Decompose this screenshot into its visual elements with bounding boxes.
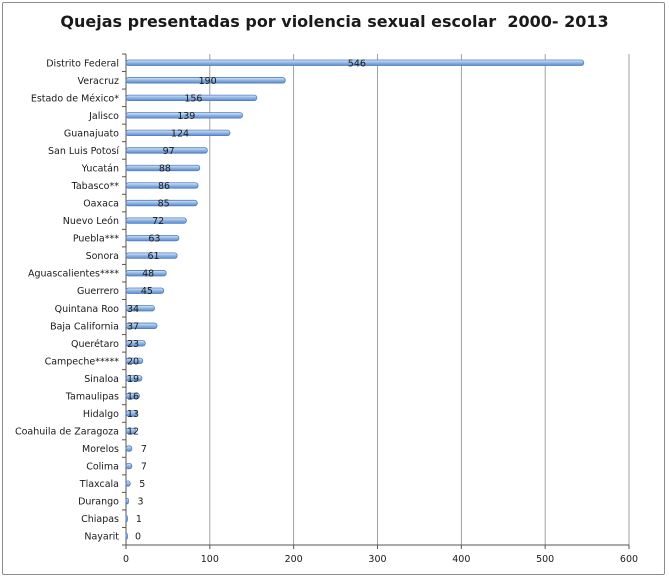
- bar: [125, 182, 199, 189]
- bar: [125, 129, 231, 137]
- category-label: Guanajuato: [64, 128, 119, 139]
- category-label: Yucatán: [81, 163, 119, 174]
- data-label: 45: [141, 286, 153, 297]
- bar: [125, 410, 138, 417]
- bar: [125, 164, 201, 172]
- data-label: 72: [152, 216, 164, 227]
- category-label: Nuevo León: [63, 216, 119, 227]
- bar: [125, 462, 133, 470]
- data-label: 7: [141, 444, 147, 455]
- data-label: 139: [177, 111, 195, 122]
- category-label: Estado de México*: [31, 93, 119, 104]
- x-tick-label: 100: [201, 554, 219, 565]
- x-tick-label: 0: [123, 554, 129, 565]
- category-label: Durango: [78, 497, 119, 508]
- bar: [125, 357, 144, 365]
- bar: [125, 533, 128, 540]
- x-tick-label: 300: [368, 554, 386, 565]
- x-tick-label: 400: [452, 554, 470, 565]
- bar: [125, 234, 180, 242]
- bar: [125, 305, 155, 312]
- data-label: 12: [127, 427, 139, 438]
- data-label: 13: [127, 409, 139, 420]
- category-label: Chiapas: [81, 514, 119, 525]
- bar: [125, 94, 258, 101]
- data-label: 190: [199, 76, 217, 87]
- bar: [125, 59, 585, 66]
- data-label: 34: [127, 304, 139, 315]
- bar: [125, 498, 129, 505]
- data-label: 86: [158, 181, 170, 192]
- category-label: Puebla***: [73, 234, 119, 245]
- data-label: 7: [141, 462, 147, 473]
- x-tick-label: 200: [285, 554, 303, 565]
- bar: [125, 375, 143, 382]
- category-label: Nayarit: [84, 532, 119, 543]
- category-label: San Luis Potosí: [48, 146, 119, 157]
- data-label: 63: [148, 234, 160, 245]
- data-label: 0: [135, 532, 141, 543]
- category-label: Hidalgo: [83, 409, 119, 420]
- category-label: Morelos: [82, 444, 119, 455]
- bar: [125, 217, 187, 224]
- data-label: 156: [184, 93, 202, 104]
- bar: [125, 340, 146, 347]
- bar: [125, 270, 167, 277]
- category-label: Tabasco**: [71, 181, 120, 192]
- category-label: Colima: [86, 462, 119, 473]
- category-label: Oaxaca: [83, 199, 119, 210]
- bar: [125, 147, 208, 154]
- bar: [125, 427, 137, 435]
- bar: [125, 252, 178, 259]
- category-label: Distrito Federal: [46, 58, 119, 69]
- x-tick-label: 600: [620, 554, 638, 565]
- data-label: 1: [136, 514, 142, 525]
- data-label: 97: [163, 146, 175, 157]
- category-label: Querétaro: [71, 339, 119, 350]
- data-label: 61: [148, 251, 160, 262]
- data-label: 124: [171, 128, 189, 139]
- category-label: Quintana Roo: [55, 304, 120, 315]
- data-label: 88: [159, 163, 171, 174]
- category-label: Baja California: [50, 321, 119, 332]
- bar: [125, 322, 158, 329]
- data-label: 5: [139, 479, 145, 490]
- bar: [125, 515, 128, 522]
- data-label: 37: [127, 321, 139, 332]
- data-label: 48: [142, 269, 154, 280]
- bar: [125, 199, 198, 207]
- data-label: 20: [127, 356, 139, 367]
- bar: [125, 112, 243, 119]
- category-label: Veracruz: [78, 76, 119, 87]
- category-label: Sinaloa: [84, 374, 119, 385]
- category-label: Campeche*****: [45, 356, 120, 367]
- data-label: 23: [127, 339, 139, 350]
- category-label: Aguascalientes****: [28, 269, 119, 280]
- data-label: 85: [158, 199, 170, 210]
- category-label: Jalisco: [88, 111, 119, 122]
- bar: [125, 77, 286, 84]
- data-label: 546: [348, 58, 366, 69]
- x-tick-label: 500: [536, 554, 554, 565]
- bar: [125, 480, 131, 487]
- data-label: 16: [127, 391, 139, 402]
- bar: [125, 287, 165, 294]
- chart-title: Quejas presentadas por violencia sexual …: [60, 12, 609, 31]
- category-label: Tlaxcala: [79, 479, 119, 490]
- data-label: 19: [127, 374, 139, 385]
- category-label: Sonora: [86, 251, 119, 262]
- data-label: 3: [138, 497, 144, 508]
- category-label: Guerrero: [77, 286, 119, 297]
- bar: [125, 392, 140, 400]
- bar: [125, 445, 133, 452]
- category-label: Tamaulipas: [65, 391, 119, 402]
- category-label: Coahuila de Zaragoza: [15, 427, 119, 438]
